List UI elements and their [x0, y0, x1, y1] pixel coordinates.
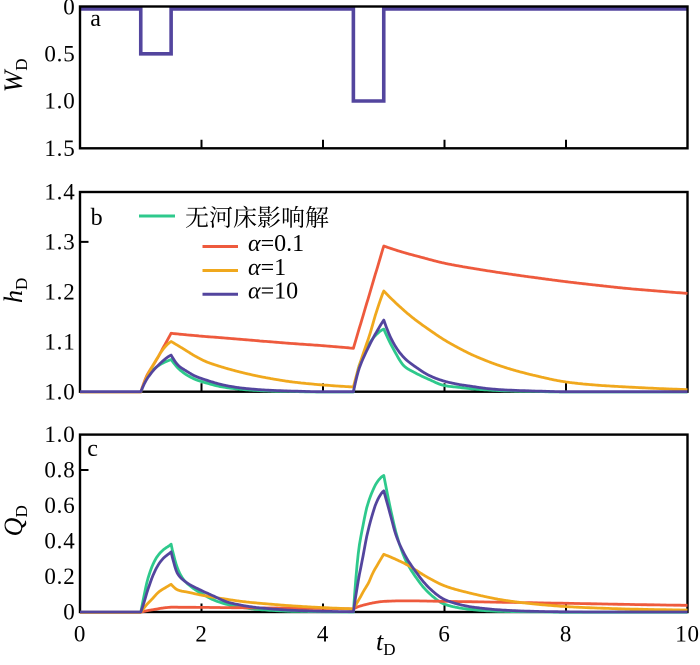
svg-text:hD: hD — [0, 278, 31, 303]
svg-text:8: 8 — [560, 622, 572, 647]
svg-text:α=0.1: α=0.1 — [248, 231, 304, 257]
svg-text:α=1: α=1 — [248, 255, 286, 281]
svg-text:4: 4 — [317, 622, 329, 647]
svg-text:α=10: α=10 — [248, 279, 298, 305]
svg-text:0.6: 0.6 — [44, 493, 75, 518]
svg-text:1.0: 1.0 — [44, 89, 75, 114]
svg-text:0: 0 — [74, 622, 86, 647]
svg-text:6: 6 — [438, 622, 450, 647]
svg-text:2: 2 — [195, 622, 207, 647]
svg-text:b: b — [91, 205, 104, 231]
svg-text:1.4: 1.4 — [44, 180, 75, 205]
svg-text:a: a — [90, 6, 101, 32]
svg-text:1.2: 1.2 — [44, 279, 75, 304]
svg-text:c: c — [87, 436, 98, 462]
svg-text:0.2: 0.2 — [44, 564, 75, 589]
svg-text:0.4: 0.4 — [44, 529, 75, 554]
svg-text:1.1: 1.1 — [44, 329, 75, 354]
svg-text:0: 0 — [63, 600, 75, 625]
svg-text:10: 10 — [675, 622, 700, 647]
svg-text:QD: QD — [0, 505, 31, 536]
svg-text:0: 0 — [63, 0, 75, 20]
svg-text:0.5: 0.5 — [44, 41, 75, 66]
svg-text:tD: tD — [376, 627, 396, 659]
svg-text:1.0: 1.0 — [44, 379, 75, 404]
svg-text:1.5: 1.5 — [44, 136, 75, 161]
svg-text:WD: WD — [0, 58, 31, 92]
svg-text:1.3: 1.3 — [44, 230, 75, 255]
svg-text:1.0: 1.0 — [44, 422, 75, 447]
svg-text:0.8: 0.8 — [44, 458, 75, 483]
